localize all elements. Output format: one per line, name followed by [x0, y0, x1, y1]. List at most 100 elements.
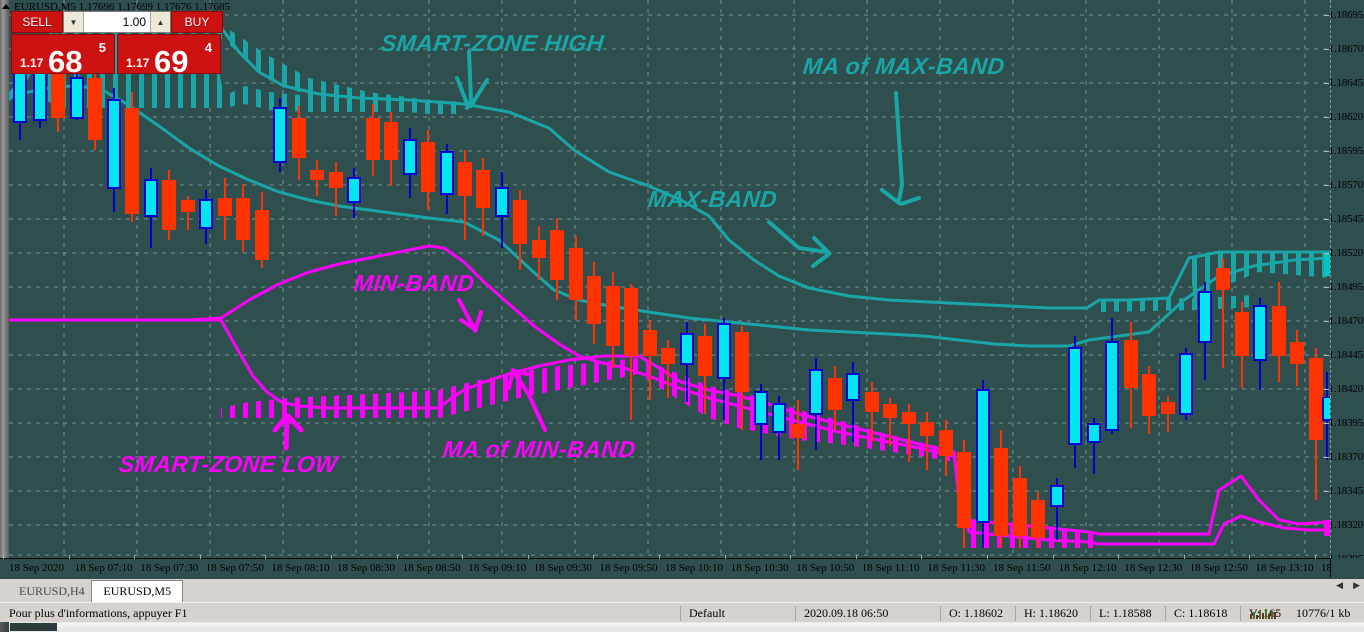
axis-corner — [1330, 558, 1364, 578]
price-tick: 1.18645 — [1323, 77, 1363, 89]
time-tick: 18 Sep 08:10 — [271, 562, 330, 574]
time-tick-separator — [527, 555, 529, 559]
annotation-label: MA of MIN-BAND — [441, 436, 638, 462]
time-tick: 18 Sep 11:30 — [927, 562, 986, 574]
annotation-label: MAX-BAND — [646, 186, 779, 212]
time-tick-separator — [724, 555, 726, 559]
chart-plot-svg[interactable] — [9, 0, 1330, 558]
time-tick-separator — [68, 555, 70, 559]
ma-of-min-band-line — [9, 244, 1330, 546]
chart-scroll-left-icon[interactable]: ◀ — [1336, 580, 1344, 590]
chart-tabs-bar[interactable]: EURUSD,H4 EURUSD,M5 — [0, 577, 1364, 603]
status-open: O: 1.18602 — [940, 606, 1015, 621]
time-tick: 18 Sep 09:50 — [599, 562, 658, 574]
time-tick: 18 Sep 10:50 — [796, 562, 855, 574]
time-tick: 18 Sep 07:10 — [74, 562, 133, 574]
price-tick-dash — [1323, 287, 1329, 288]
buy-price-tile[interactable]: 1.17 69 4 — [117, 34, 221, 74]
price-tick: 1.18495 — [1323, 281, 1363, 293]
candlestick-series — [13, 48, 1330, 548]
chart-nav-arrows[interactable]: ◀ ▶ — [1336, 580, 1360, 591]
status-profile[interactable]: Default — [680, 606, 795, 621]
time-axis[interactable]: 18 Sep 2020 18 Sep 07:10 18 Sep 07:30 18 Se… — [0, 555, 1364, 578]
price-tick: 1.18370 — [1323, 451, 1363, 463]
price-tick: 1.18520 — [1323, 247, 1363, 259]
time-tick-separator — [659, 555, 660, 559]
arrow-smart-zone-high — [455, 50, 489, 110]
one-click-trading-panel[interactable]: SELL ▼ 1.00 ▲ BUY 1.17 68 5 1.17 69 4 — [11, 11, 223, 74]
time-tick-separator — [1118, 555, 1120, 559]
price-tick: 1.18345 — [1323, 485, 1363, 497]
sell-button[interactable]: SELL — [11, 11, 63, 33]
price-tick-dash — [1323, 321, 1329, 322]
price-tick-dash — [1323, 15, 1329, 16]
time-tick-separator — [1315, 555, 1316, 559]
time-tick-separator — [855, 555, 857, 559]
time-tick-separator — [265, 555, 267, 559]
time-tick: 18 Sep 07:30 — [140, 562, 199, 574]
sell-price-prefix: 1.17 — [20, 56, 44, 70]
time-tick: 18 Sep 2020 — [9, 562, 64, 574]
time-tick: 18 Sep 11:50 — [993, 562, 1051, 574]
scrollbar-thumb[interactable] — [10, 623, 57, 631]
chart-symbol-header: EURUSD,M5 1.17696 1.17699 1.17676 1.1768… — [14, 1, 231, 13]
price-tick-dash — [1323, 253, 1329, 254]
time-tick-separator — [593, 555, 595, 559]
time-tick: 18 Sep 09:10 — [468, 562, 527, 574]
time-tick-separator — [462, 555, 464, 559]
time-tick: 18 Sep 09:30 — [533, 562, 592, 574]
chart-left-gutter — [0, 0, 9, 558]
price-tick-dash — [1323, 83, 1329, 84]
scroll-left-icon[interactable] — [0, 622, 9, 632]
signal-bars-icon — [1250, 607, 1276, 619]
sell-price-tile[interactable]: 1.17 68 5 — [11, 34, 115, 74]
chart-scroll-right-icon[interactable]: ▶ — [1353, 580, 1360, 590]
chart-tab[interactable]: EURUSD,H4 — [8, 581, 97, 602]
time-tick-separator — [1249, 555, 1251, 559]
price-tick-dash — [1323, 151, 1329, 152]
time-tick-separator — [3, 555, 4, 559]
price-tick: 1.18320 — [1323, 519, 1363, 531]
price-tick-dash — [1323, 219, 1329, 220]
time-tick-separator — [790, 555, 792, 559]
price-tick-dash — [1323, 457, 1329, 458]
status-high: H: 1.18620 — [1015, 606, 1090, 621]
time-tick: 18 Sep 08:50 — [402, 562, 461, 574]
trade-panel-prices[interactable]: 1.17 68 5 1.17 69 4 — [11, 34, 223, 74]
buy-price-prefix: 1.17 — [126, 56, 150, 70]
price-marker-cyan — [1324, 398, 1330, 416]
price-axis[interactable]: 1.18695 1.18670 1.18645 1.18620 1.18595 1.185… — [1323, 0, 1364, 565]
buy-button[interactable]: BUY — [171, 11, 223, 33]
price-tick-dash — [1323, 491, 1329, 492]
status-low: L: 1.18588 — [1090, 606, 1165, 621]
chevron-up-icon[interactable]: ▲ — [150, 12, 170, 32]
chevron-down-icon[interactable]: ▼ — [64, 12, 84, 32]
volume-stepper[interactable]: ▼ 1.00 ▲ — [63, 11, 171, 33]
price-tick: 1.18470 — [1323, 315, 1363, 327]
chart-area[interactable]: 1.18695 1.18670 1.18645 1.18620 1.18595 1.185… — [0, 0, 1364, 578]
price-marker-magenta — [1324, 520, 1330, 536]
scrollbar-track[interactable] — [10, 623, 1364, 631]
arrow-smart-zone-low — [272, 413, 304, 451]
time-tick-separator — [921, 555, 923, 559]
annotation-label: SMART-ZONE HIGH — [379, 30, 606, 56]
triangle-up-icon[interactable] — [2, 4, 10, 9]
time-tick-separator — [134, 555, 136, 559]
sell-price-big: 68 — [48, 44, 83, 74]
price-tick: 1.18545 — [1323, 213, 1363, 225]
time-tick: 18 Sep 08:30 — [337, 562, 396, 574]
price-tick-dash — [1323, 423, 1329, 424]
horizontal-scrollbar[interactable] — [0, 622, 1364, 632]
chart-tab[interactable]: EURUSD,M5 — [91, 580, 184, 603]
trade-panel-top-row[interactable]: SELL ▼ 1.00 ▲ BUY — [11, 11, 223, 33]
time-tick: 18 Sep 12:30 — [1124, 562, 1183, 574]
arrow-ma-of-max-band — [880, 91, 921, 206]
time-tick: 18 Sep 11:10 — [861, 562, 920, 574]
volume-input[interactable]: 1.00 — [84, 12, 150, 32]
price-tick-dash — [1323, 49, 1329, 50]
buy-price-fraction: 4 — [204, 40, 212, 55]
price-tick-dash — [1323, 117, 1329, 118]
smart-zone-low-band — [221, 358, 1099, 548]
price-tick: 1.18695 — [1323, 9, 1363, 21]
price-tick: 1.18570 — [1323, 179, 1363, 191]
